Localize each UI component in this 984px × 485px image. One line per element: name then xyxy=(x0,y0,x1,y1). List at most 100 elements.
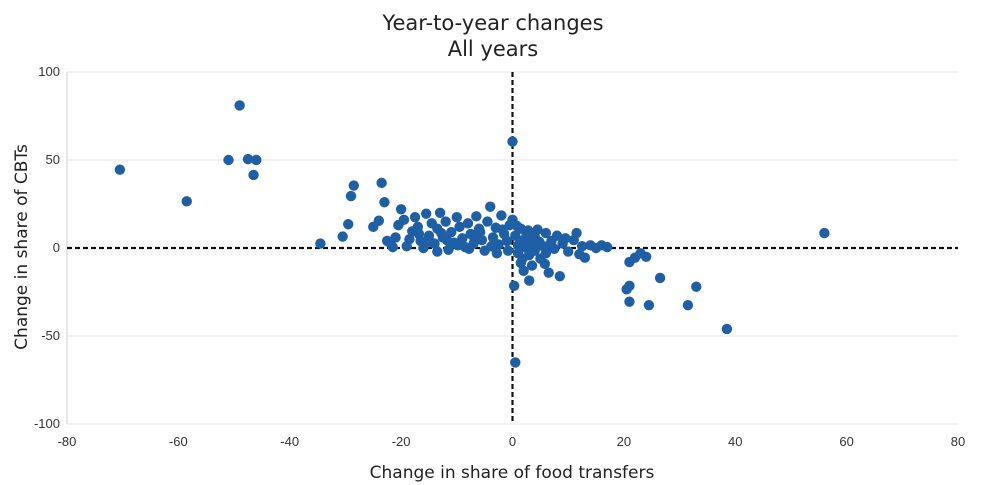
data-point xyxy=(248,169,259,181)
data-point xyxy=(491,248,503,259)
x-tick-label: 60 xyxy=(839,434,853,449)
data-point xyxy=(819,227,830,239)
data-point xyxy=(543,267,554,278)
data-point xyxy=(443,244,454,255)
data-point xyxy=(345,190,357,202)
data-point xyxy=(539,258,550,270)
data-point xyxy=(452,240,464,251)
data-point xyxy=(534,236,545,248)
x-tick-label: 20 xyxy=(617,434,631,449)
x-tick-label: -20 xyxy=(392,434,411,449)
chart-title: Year-to-year changes xyxy=(381,11,603,35)
data-point xyxy=(540,227,552,239)
data-point xyxy=(545,239,556,250)
data-point xyxy=(234,100,245,111)
data-point xyxy=(463,243,475,255)
data-point xyxy=(418,242,429,254)
data-point xyxy=(242,153,254,165)
data-point xyxy=(529,245,540,256)
data-point xyxy=(540,248,552,259)
data-point xyxy=(420,208,432,219)
data-point xyxy=(510,357,521,368)
data-point xyxy=(507,136,518,147)
data-point xyxy=(469,234,480,245)
data-point xyxy=(579,252,591,263)
data-point xyxy=(554,270,566,282)
y-tick-label: -100 xyxy=(34,416,60,431)
data-point xyxy=(251,154,262,166)
data-point xyxy=(373,215,385,226)
data-point xyxy=(434,207,446,218)
data-point xyxy=(496,210,507,221)
data-point xyxy=(517,253,528,264)
data-point xyxy=(432,246,443,257)
x-tick-label: -80 xyxy=(58,434,77,449)
data-point xyxy=(721,323,733,335)
data-point xyxy=(522,225,534,236)
data-points xyxy=(114,100,830,368)
data-point xyxy=(526,260,538,271)
y-tick-label: 100 xyxy=(38,64,60,79)
data-point xyxy=(497,224,508,235)
data-point xyxy=(440,216,451,227)
data-point xyxy=(462,218,474,229)
data-point xyxy=(551,230,563,241)
data-point xyxy=(643,300,655,311)
data-point xyxy=(409,212,421,223)
data-point xyxy=(343,219,354,230)
data-point xyxy=(487,232,499,243)
x-tick-label: -40 xyxy=(280,434,299,449)
data-point xyxy=(524,275,535,286)
data-point xyxy=(114,164,126,175)
y-tick-label: 0 xyxy=(53,240,60,255)
data-point xyxy=(337,231,348,242)
data-point xyxy=(446,226,457,238)
data-point xyxy=(682,300,694,311)
data-point xyxy=(376,177,387,189)
data-point xyxy=(510,230,521,241)
y-tick-label: 50 xyxy=(46,152,60,167)
data-point xyxy=(601,241,613,253)
data-point xyxy=(508,280,520,292)
x-tick-label: 40 xyxy=(728,434,742,449)
data-point xyxy=(382,235,393,247)
data-point xyxy=(576,241,588,252)
data-point xyxy=(562,246,574,257)
data-point xyxy=(398,214,410,226)
data-point xyxy=(654,272,666,284)
chart-subtitle: All years xyxy=(448,37,539,61)
y-axis-label: Change in share of CBTs xyxy=(12,144,32,350)
data-point xyxy=(640,251,652,262)
data-point xyxy=(404,234,415,245)
data-point xyxy=(571,227,582,239)
data-point xyxy=(624,296,635,307)
x-axis-label: Change in share of food transfers xyxy=(370,463,655,483)
data-point xyxy=(413,228,425,240)
data-point xyxy=(454,221,465,233)
data-point xyxy=(691,281,702,292)
data-point xyxy=(424,236,436,248)
data-point xyxy=(532,224,543,235)
data-point xyxy=(501,235,513,247)
data-point xyxy=(390,232,401,243)
x-tick-label: 80 xyxy=(951,434,965,449)
data-point xyxy=(451,212,463,223)
x-tick-label: 0 xyxy=(509,434,516,449)
data-point xyxy=(181,196,192,207)
y-tick-label: -50 xyxy=(41,328,60,343)
data-point xyxy=(395,204,407,215)
data-point xyxy=(624,280,635,292)
tick-labels: -100 -50 0 50 100 -80 -60 -40 -20 0 20 40 60 80 xyxy=(34,64,965,449)
data-point xyxy=(315,238,326,249)
data-point xyxy=(486,241,497,252)
data-point xyxy=(502,245,514,256)
data-point xyxy=(441,234,452,246)
data-point xyxy=(525,233,536,244)
data-point xyxy=(511,220,523,232)
data-point xyxy=(518,265,529,277)
data-point xyxy=(379,197,390,208)
data-point xyxy=(485,201,496,212)
x-tick-label: -60 xyxy=(169,434,188,449)
data-point xyxy=(482,216,493,227)
